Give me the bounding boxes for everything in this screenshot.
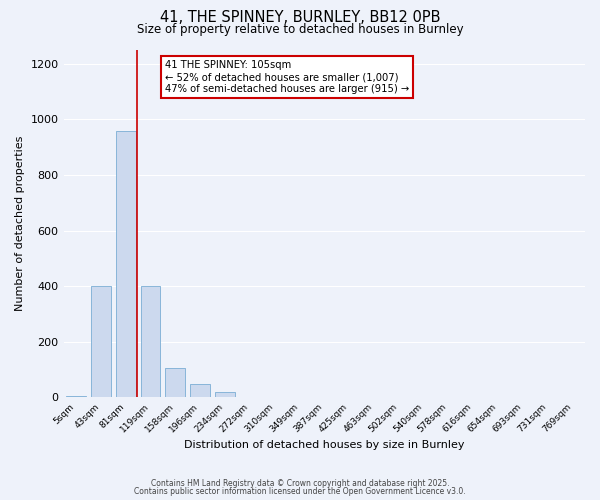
Bar (166, 368, 185, 398)
Text: Contains HM Land Registry data © Crown copyright and database right 2025.: Contains HM Land Registry data © Crown c… (151, 478, 449, 488)
Text: Size of property relative to detached houses in Burnley: Size of property relative to detached ho… (137, 22, 463, 36)
X-axis label: Distribution of detached houses by size in Burnley: Distribution of detached houses by size … (184, 440, 464, 450)
Bar (215, 392, 235, 398)
Y-axis label: Number of detached properties: Number of detached properties (15, 136, 25, 312)
Bar (66, 396, 86, 398)
Bar (140, 286, 160, 398)
Text: 41, THE SPINNEY, BURNLEY, BB12 0PB: 41, THE SPINNEY, BURNLEY, BB12 0PB (160, 10, 440, 25)
Bar (116, 130, 136, 398)
Bar (91, 286, 111, 398)
Text: 41 THE SPINNEY: 105sqm
← 52% of detached houses are smaller (1,007)
47% of semi-: 41 THE SPINNEY: 105sqm ← 52% of detached… (165, 60, 409, 94)
Text: Contains public sector information licensed under the Open Government Licence v3: Contains public sector information licen… (134, 487, 466, 496)
Bar (190, 384, 210, 398)
